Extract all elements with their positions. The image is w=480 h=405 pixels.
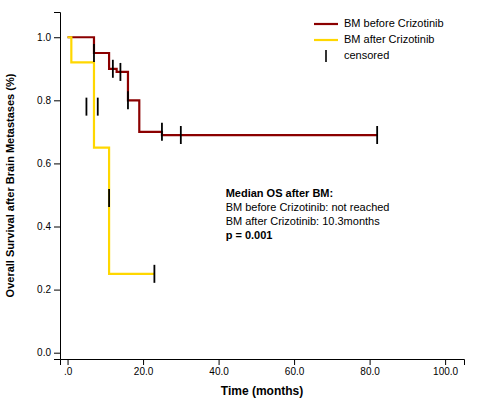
y-tick-mark [54,353,60,354]
censor-mark [112,60,114,78]
x-tick-label: 100.0 [433,366,458,377]
y-tick-mark [54,290,60,291]
y-tick: 1.0 [37,32,60,43]
censor-mark [127,91,129,109]
annotation-line: Median OS after BM: [226,187,334,199]
legend-label: BM after Crizotinib [344,33,434,45]
x-tick-label: .0 [64,366,73,377]
censor-mark [86,98,88,116]
legend-label: BM before Crizotinib [344,17,444,29]
x-tick: 80.0 [360,359,380,377]
x-tick-mark [445,359,446,365]
censor-mark [180,126,182,144]
annotation-line: BM after Crizotinib: 10.3months [226,215,381,227]
y-tick-label: 1.0 [37,32,51,43]
x-axis-title: Time (months) [221,384,303,398]
x-tick: 60.0 [285,359,305,377]
y-tick-label: 0.0 [37,347,51,358]
y-axis-line [54,13,61,360]
censor-mark [153,265,155,283]
marks [68,37,378,283]
y-tick-label: 0.8 [37,95,51,106]
censor-mark [93,44,95,62]
legend: BM before Crizotinib BM after Crizotinib c… [314,17,444,62]
annotation-line: p = 0.001 [226,229,273,241]
x-tick: 40.0 [209,359,229,377]
survival-curve [68,37,155,274]
legend-swatch [314,39,338,41]
x-tick-mark [294,359,295,365]
y-axis-title: Overall Survival after Brain Metastases … [4,73,16,297]
censor-mark [97,98,99,116]
censor-mark [376,126,378,144]
y-tick-mark [54,100,60,101]
x-tick-label: 40.0 [209,366,229,377]
legend-swatch [325,50,327,62]
x-axis: .0 20.0 40.0 60.0 80.0 100.0 [61,359,465,377]
y-tick-mark [54,227,60,228]
legend-swatch [314,23,338,25]
y-tick: 0.2 [37,284,60,295]
x-tick: .0 [64,359,73,377]
y-tick: 0.0 [37,347,60,358]
censor-mark [161,123,163,141]
plot: .0 20.0 40.0 60.0 80.0 100.0 0.0 0.2 0.4 0.6 0.8 1.… [37,13,464,378]
legend-label: censored [344,49,389,61]
legend-entry: BM after Crizotinib [314,33,434,45]
y-tick: 0.8 [37,95,60,106]
x-tick-mark [143,359,144,365]
x-tick-label: 20.0 [134,366,154,377]
chart: .0 20.0 40.0 60.0 80.0 100.0 0.0 0.2 0.4 0.6 0.8 1.… [0,0,480,405]
y-tick-label: 0.4 [37,221,51,232]
x-tick-mark [219,359,220,365]
censor-marks [86,44,377,283]
y-tick: 0.4 [37,221,60,232]
y-tick: 0.6 [37,158,60,169]
censor-mark [120,63,122,81]
x-tick: 20.0 [134,359,154,377]
y-tick-mark [54,163,60,164]
x-axis-line [61,360,465,366]
x-tick-label: 60.0 [285,366,305,377]
y-tick-mark [54,37,60,38]
annotation-line: BM before Crizotinib: not reached [226,201,390,213]
x-tick-mark [370,359,371,365]
survival-curve [68,37,378,135]
x-tick-mark [68,359,69,365]
censor-mark [108,189,110,207]
y-axis: 0.0 0.2 0.4 0.6 0.8 1.0 [37,13,60,360]
legend-entry: censored [326,49,389,62]
x-tick: 100.0 [433,359,458,377]
annotation: Median OS after BM: BM before Crizotinib:… [226,187,390,241]
y-tick-label: 0.6 [37,158,51,169]
legend-entry: BM before Crizotinib [314,17,444,29]
x-tick-label: 80.0 [360,366,380,377]
y-tick-label: 0.2 [37,284,51,295]
